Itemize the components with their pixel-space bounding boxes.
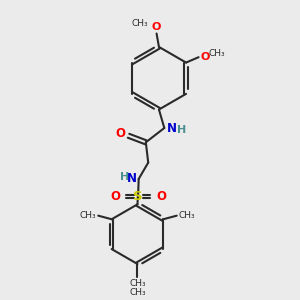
Text: CH₃: CH₃ [132, 19, 148, 28]
Text: N: N [167, 122, 177, 134]
Text: CH₃: CH₃ [208, 49, 225, 58]
Text: CH₃: CH₃ [129, 288, 146, 297]
Text: CH₃: CH₃ [129, 279, 146, 288]
Text: CH₃: CH₃ [179, 211, 195, 220]
Text: H: H [120, 172, 129, 182]
Text: O: O [116, 127, 126, 140]
Text: O: O [200, 52, 209, 61]
Text: N: N [127, 172, 137, 185]
Text: O: O [110, 190, 120, 203]
Text: O: O [152, 22, 161, 32]
Text: CH₃: CH₃ [80, 211, 96, 220]
Text: S: S [133, 190, 143, 203]
Text: O: O [156, 190, 166, 203]
Text: H: H [177, 125, 186, 135]
